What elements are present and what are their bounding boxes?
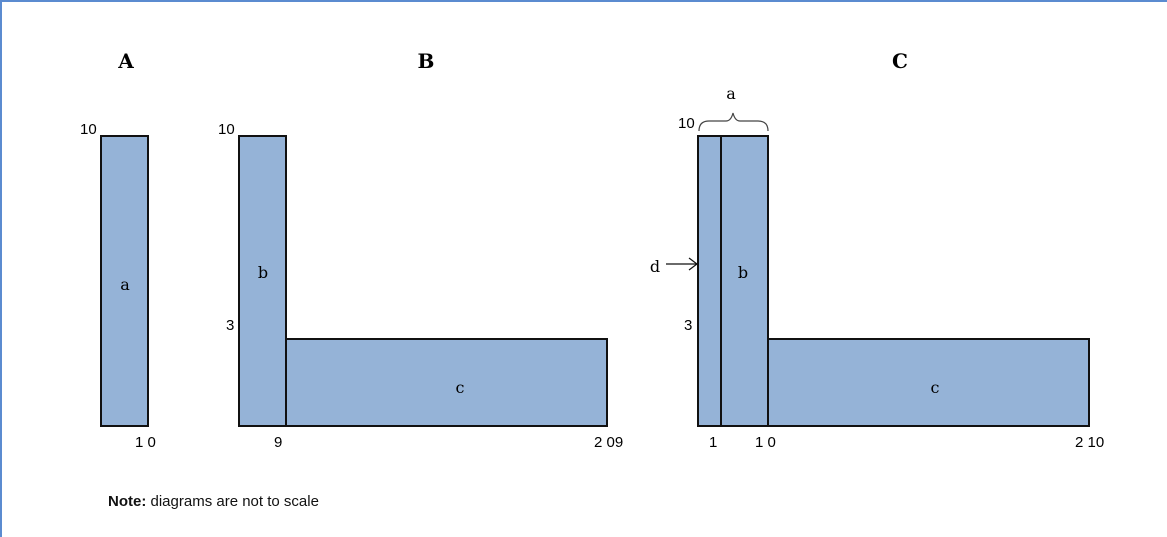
panel-c: C a 10 3 d b c 1 1 0 2 10 (650, 49, 1104, 451)
panel-c-top-label: 10 (678, 115, 695, 132)
panel-a-bottom-label: 1 0 (135, 434, 156, 451)
region-a-label: a (120, 275, 130, 294)
panel-b: B 10 3 b c 9 2 09 (218, 49, 623, 451)
region-b-label: b (258, 263, 268, 282)
panel-b-x-label-2: 2 09 (594, 434, 623, 451)
brace-label: a (726, 84, 736, 103)
d-arrow-head-icon (688, 257, 698, 271)
region-c-label: c (931, 378, 940, 397)
region-b-rect (238, 135, 287, 427)
panel-c-x-label-3: 2 10 (1075, 434, 1104, 451)
region-b-label: b (738, 263, 748, 282)
region-c-rect (285, 338, 608, 427)
region-c-label: c (456, 378, 465, 397)
brace-shape (698, 112, 769, 132)
panel-b-top-label: 10 (218, 121, 235, 138)
note-text: diagrams are not to scale (146, 493, 319, 510)
panel-a: A 10 a 1 0 (80, 49, 156, 451)
panel-a-top-label: 10 (80, 121, 97, 138)
panel-a-title: A (117, 49, 134, 73)
panel-b-title: B (418, 49, 435, 73)
panel-c-title: C (892, 49, 908, 73)
panel-b-mid-label: 3 (226, 317, 234, 334)
panel-c-x-label-1: 1 (709, 434, 717, 451)
arrow-label: d (650, 257, 660, 276)
panel-c-mid-label: 3 (684, 317, 692, 334)
note-bold-label: Note: (108, 493, 147, 510)
region-a-rect (100, 135, 149, 427)
panel-b-x-label-1: 9 (274, 434, 282, 451)
region-b-rect (720, 135, 769, 427)
region-c-rect (767, 338, 1090, 427)
scale-note: Note: diagrams are not to scale (108, 493, 319, 510)
panel-c-x-label-2: 1 0 (755, 434, 776, 451)
region-d-rect (697, 135, 722, 427)
